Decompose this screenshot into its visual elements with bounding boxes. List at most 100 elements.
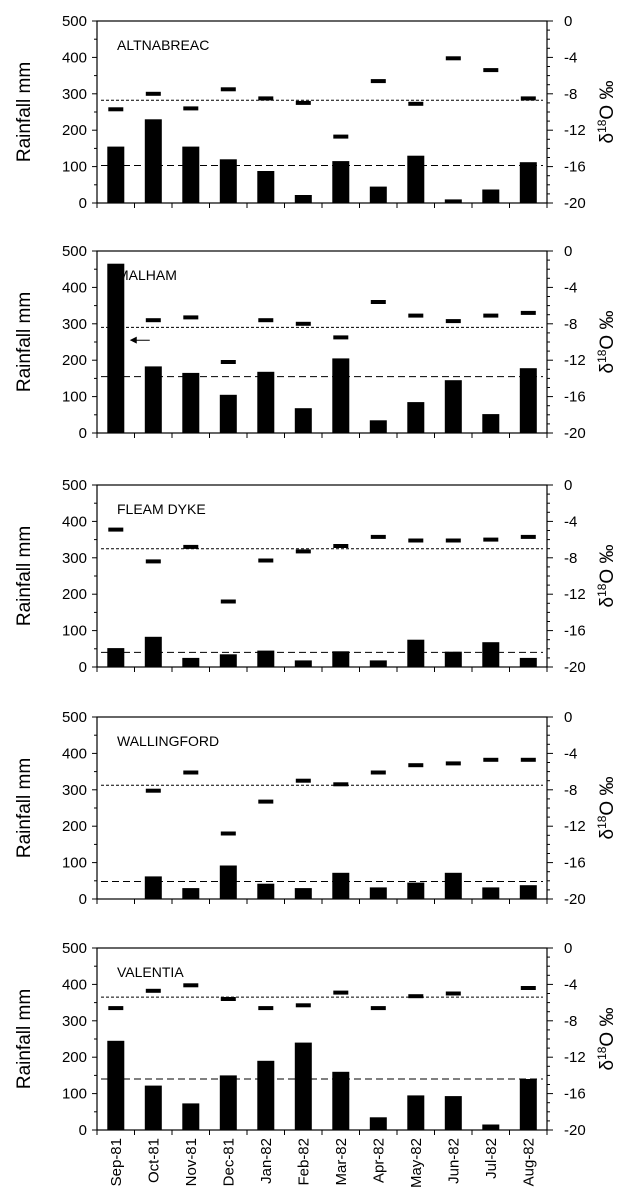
y2-tick-label: -12: [564, 352, 586, 369]
y2-tick-label: -4: [564, 513, 577, 530]
y2-tick-label: -4: [564, 279, 577, 296]
delta18o-marker: [445, 319, 461, 324]
delta18o-marker: [333, 990, 349, 995]
x-tick-label: Nov-81: [183, 1138, 200, 1186]
rainfall-bar: [257, 650, 275, 667]
delta18o-marker: [183, 983, 199, 988]
y-axis-title: Rainfall mm: [14, 526, 35, 626]
y2-tick-label: -20: [564, 195, 586, 212]
rainfall-bar: [182, 657, 200, 667]
rainfall-bar: [294, 660, 312, 667]
delta18o-marker: [145, 988, 161, 993]
rainfall-bar: [107, 648, 125, 667]
x-tick-label: Oct-81: [145, 1138, 162, 1183]
delta18o-marker: [483, 313, 499, 318]
rainfall-bar: [294, 408, 312, 433]
y-tick-label: 200: [62, 818, 87, 835]
y2-tick-label: 0: [564, 940, 572, 957]
y-tick-label: 300: [62, 782, 87, 799]
rainfall-bar: [369, 660, 387, 667]
rainfall-bar: [182, 1103, 200, 1130]
station-label: VALENTIA: [117, 964, 184, 980]
rainfall-bar: [144, 119, 162, 203]
rainfall-bar: [219, 159, 237, 203]
delta18o-marker: [108, 338, 124, 343]
rainfall-bar: [219, 865, 237, 899]
y-tick-label: 200: [62, 586, 87, 603]
rainfall-bar: [257, 1060, 275, 1130]
y-tick-label: 300: [62, 1013, 87, 1030]
delta18o-marker: [445, 56, 461, 61]
delta18o-marker: [145, 91, 161, 96]
rainfall-bar: [219, 654, 237, 667]
delta18o-marker: [370, 79, 386, 84]
y-axis-title: Rainfall mm: [14, 989, 35, 1089]
delta18o-marker: [183, 544, 199, 549]
y2-axis-title: δ18O ‰: [595, 777, 618, 840]
delta18o-marker: [258, 1006, 274, 1011]
delta18o-marker: [258, 96, 274, 101]
rainfall-bar: [332, 358, 350, 433]
delta18o-marker: [145, 318, 161, 323]
y2-tick-label: -16: [564, 855, 586, 872]
y2-tick-label: -12: [564, 818, 586, 835]
delta18o-marker: [370, 300, 386, 304]
y-tick-label: 500: [62, 13, 87, 30]
y2-tick-label: -8: [564, 782, 577, 799]
delta18o-marker: [520, 96, 536, 101]
x-tick-label: Jun-82: [445, 1138, 462, 1184]
y2-tick-label: -16: [564, 623, 586, 640]
rainfall-bar: [107, 263, 125, 433]
station-label: MALHAM: [117, 267, 177, 283]
rainfall-bar: [407, 402, 425, 433]
rainfall-bar: [369, 1117, 387, 1130]
y2-tick-label: -4: [564, 745, 577, 762]
rainfall-bar: [444, 380, 462, 433]
rainfall-bar: [219, 394, 237, 433]
x-tick-label: Apr-82: [370, 1138, 387, 1183]
rainfall-bar: [482, 414, 500, 433]
y-tick-label: 0: [79, 891, 87, 908]
y-tick-label: 400: [62, 279, 87, 296]
delta18o-marker: [370, 1006, 386, 1011]
y-axis-title: Rainfall mm: [14, 758, 35, 858]
y2-tick-label: -4: [564, 49, 577, 66]
x-tick-label: Aug-82: [520, 1138, 537, 1186]
x-tick-label: May-82: [408, 1138, 425, 1188]
rainfall-bar: [107, 146, 125, 203]
delta18o-marker: [145, 788, 161, 793]
rainfall-bar: [482, 1124, 500, 1130]
rainfall-bar: [144, 366, 162, 433]
delta18o-marker: [295, 549, 311, 554]
y2-axis-title: δ18O ‰: [595, 311, 618, 374]
rainfall-bar: [519, 885, 537, 899]
delta18o-marker: [370, 770, 386, 775]
rainfall-bar: [519, 162, 537, 203]
delta18o-marker: [220, 599, 236, 604]
y-tick-label: 0: [79, 1122, 87, 1139]
rainfall-bar: [332, 651, 350, 667]
y-tick-label: 200: [62, 352, 87, 369]
x-tick-label: Jul-82: [483, 1138, 500, 1179]
y2-tick-label: -20: [564, 659, 586, 676]
y-tick-label: 400: [62, 745, 87, 762]
rainfall-bar: [407, 882, 425, 899]
delta18o-marker: [183, 770, 199, 775]
y-tick-label: 0: [79, 425, 87, 442]
rainfall-bar: [182, 146, 200, 203]
rainfall-bar: [407, 639, 425, 667]
rainfall-bar: [144, 876, 162, 899]
y-axis-title: Rainfall mm: [14, 62, 35, 162]
delta18o-marker: [295, 778, 311, 783]
delta18o-marker: [520, 534, 536, 539]
y2-axis-title: δ18O ‰: [595, 545, 618, 608]
y-tick-label: 500: [62, 243, 87, 260]
delta18o-marker: [220, 360, 236, 364]
delta18o-marker: [183, 106, 199, 111]
rainfall-bar: [257, 171, 275, 203]
y-tick-label: 0: [79, 659, 87, 676]
y-tick-label: 500: [62, 940, 87, 957]
rainfall-bar: [257, 883, 275, 899]
y-tick-label: 200: [62, 122, 87, 139]
